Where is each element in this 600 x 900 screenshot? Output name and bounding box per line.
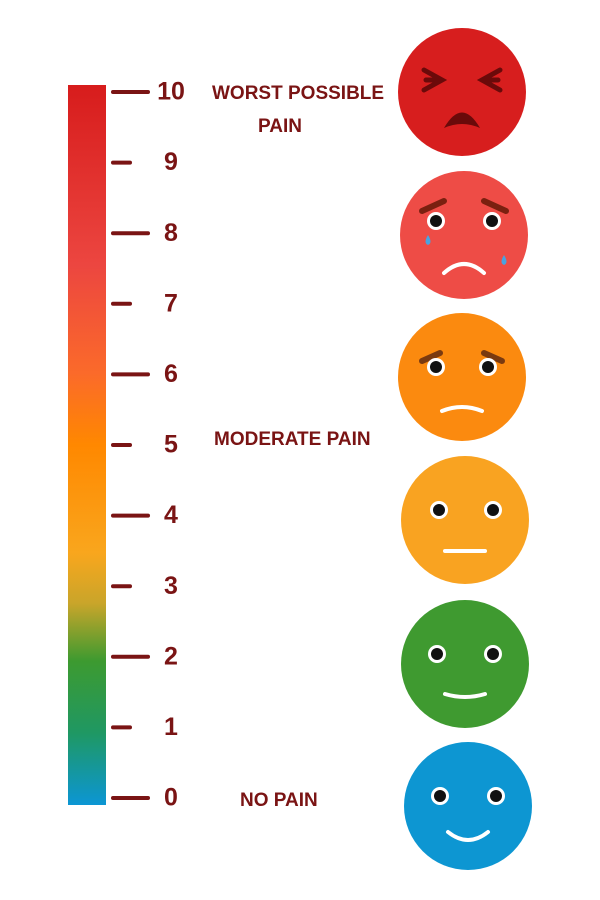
tick-label: 2 bbox=[164, 642, 178, 670]
label-worst: WORST POSSIBLE bbox=[212, 83, 384, 104]
tick-label: 1 bbox=[164, 713, 178, 741]
face-worst bbox=[398, 28, 526, 156]
face-severe bbox=[400, 171, 528, 299]
tick-label: 6 bbox=[164, 360, 178, 388]
tick-label: 5 bbox=[164, 431, 178, 459]
tick-label: 4 bbox=[164, 501, 178, 529]
face-none bbox=[404, 742, 532, 870]
label-moderate: MODERATE PAIN bbox=[214, 429, 371, 450]
label-none: NO PAIN bbox=[240, 790, 318, 811]
tick-label: 0 bbox=[164, 784, 178, 812]
tick-label: 10 bbox=[157, 78, 185, 106]
label-worst: PAIN bbox=[258, 116, 302, 137]
tick-label: 8 bbox=[164, 219, 178, 247]
tick-label: 3 bbox=[164, 572, 178, 600]
face-moderate bbox=[398, 313, 526, 441]
tick-label: 7 bbox=[164, 289, 178, 317]
tick-label: 9 bbox=[164, 148, 178, 176]
face-minor bbox=[401, 600, 529, 728]
color-bar bbox=[68, 85, 106, 805]
face-mild bbox=[401, 456, 529, 584]
